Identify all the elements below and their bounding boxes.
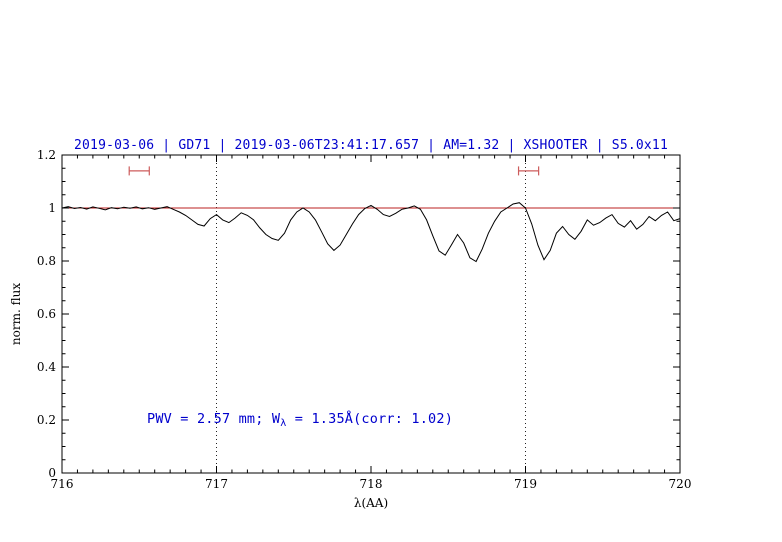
y-tick-label: 0.4 [37,360,56,374]
plot-layer: 716 717 718 719 720 0 0.2 0.4 0.6 0.8 1 1.2 [37,148,692,491]
x-axis-label: λ(AA) [354,496,388,510]
y-tick-label: 0.8 [37,254,56,268]
x-tick-label: 716 [51,477,74,491]
y-tick-label: 0.2 [37,413,56,427]
pwv-annotation-part1: PWV = 2.57 mm; W [147,411,281,427]
pwv-annotation-part2: = 1.35Å(corr: 1.02) [286,410,453,427]
x-tick-label: 717 [205,477,228,491]
plot-title: 2019-03-06 | GD71 | 2019-03-06T23:41:17.… [74,138,668,153]
x-tick-label: 720 [669,477,692,491]
y-tick-label: 0.6 [37,307,56,321]
x-tick-label: 719 [514,477,537,491]
y-tick-label: 1.2 [37,148,56,162]
x-tick-label: 718 [360,477,383,491]
pwv-annotation: PWV = 2.57 mm; Wλ = 1.35Å(corr: 1.02) [147,410,453,429]
y-axis-label: norm. flux [9,283,23,345]
y-tick-label: 1 [48,201,56,215]
y-tick-label: 0 [48,466,56,480]
spectrum-line [61,202,681,263]
pwv-annotation-lambda-subscript: λ [280,418,286,429]
